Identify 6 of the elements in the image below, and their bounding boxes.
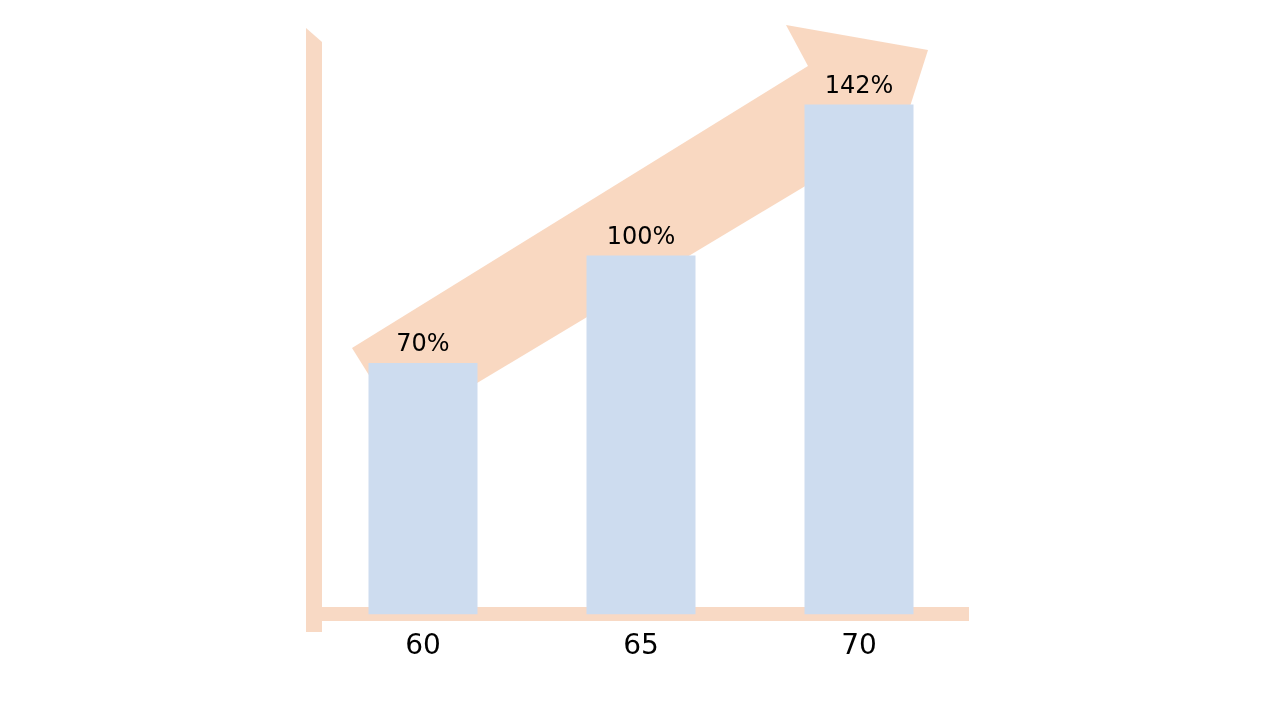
data-label: 142% [824, 70, 894, 99]
data-label: 70% [396, 329, 450, 358]
x-tick-label: 60 [405, 628, 441, 662]
data-label: 100% [606, 221, 676, 250]
x-tick-label: 70 [841, 628, 877, 662]
x-tick-label: 65 [623, 628, 659, 662]
